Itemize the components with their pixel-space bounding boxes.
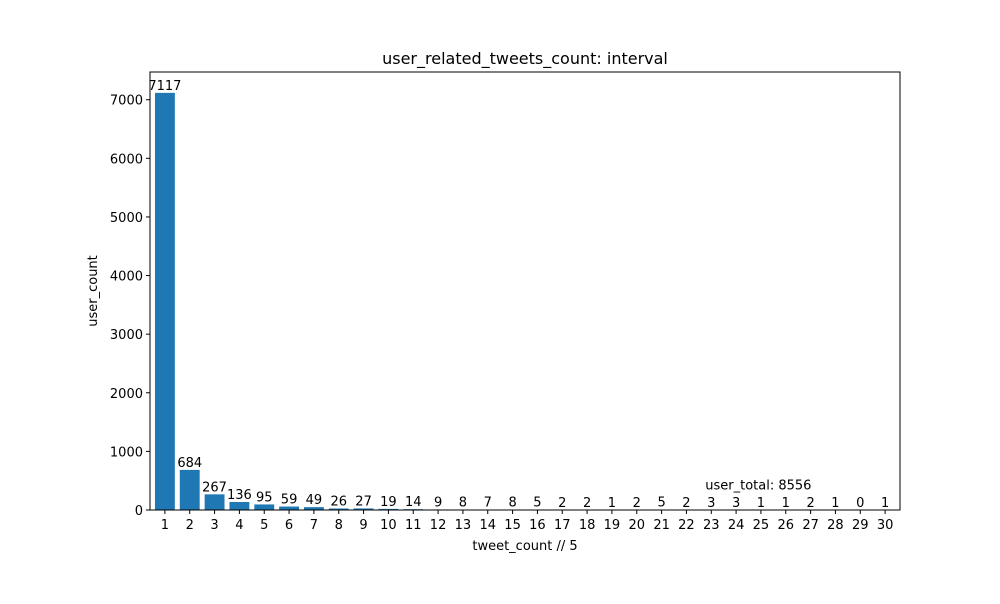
- x-tick-label: 14: [479, 518, 496, 533]
- data-label: 136: [227, 488, 252, 503]
- data-label: 8: [459, 496, 467, 511]
- y-tick-label: 1000: [110, 445, 143, 460]
- x-tick-label: 10: [380, 518, 397, 533]
- y-tick-label: 5000: [110, 211, 143, 226]
- x-tick-label: 15: [504, 518, 521, 533]
- x-tick-label: 25: [753, 518, 770, 533]
- x-axis-title: tweet_count // 5: [472, 539, 577, 554]
- y-tick-label: 3000: [110, 328, 143, 343]
- data-label: 3: [707, 496, 715, 511]
- x-tick-label: 26: [777, 518, 794, 533]
- data-label: 684: [177, 456, 202, 471]
- x-tick-label: 24: [728, 518, 745, 533]
- data-label: 26: [330, 494, 347, 509]
- data-label: 2: [806, 496, 814, 511]
- y-tick-label: 7000: [110, 94, 143, 109]
- x-tick-label: 29: [852, 518, 869, 533]
- x-tick-label: 19: [604, 518, 621, 533]
- y-tick-label: 2000: [110, 387, 143, 402]
- bar: [205, 494, 225, 510]
- data-label: 1: [881, 496, 889, 511]
- data-label: 1: [608, 496, 616, 511]
- x-tick-label: 20: [628, 518, 645, 533]
- data-label: 1: [831, 496, 839, 511]
- data-label: 267: [202, 480, 227, 495]
- x-tick-label: 3: [210, 518, 218, 533]
- x-tick-label: 7: [310, 518, 318, 533]
- bar: [155, 93, 175, 510]
- x-tick-label: 11: [405, 518, 422, 533]
- data-label: 2: [682, 496, 690, 511]
- x-tick-label: 2: [186, 518, 194, 533]
- y-tick-label: 0: [135, 504, 143, 519]
- data-label: 1: [782, 496, 790, 511]
- x-tick-label: 9: [359, 518, 367, 533]
- data-label: 5: [533, 496, 541, 511]
- y-tick-label: 4000: [110, 270, 143, 285]
- data-label: 7: [484, 496, 492, 511]
- data-label: 1: [757, 496, 765, 511]
- bar: [180, 470, 200, 510]
- x-tick-label: 16: [529, 518, 546, 533]
- data-label: 14: [405, 495, 422, 510]
- x-tick-label: 22: [678, 518, 695, 533]
- data-label: 2: [558, 496, 566, 511]
- y-tick-label: 6000: [110, 152, 143, 167]
- x-tick-label: 21: [653, 518, 670, 533]
- plot-area-frame: [150, 72, 900, 510]
- x-tick-label: 8: [335, 518, 343, 533]
- x-tick-label: 30: [877, 518, 894, 533]
- data-label: 49: [306, 493, 323, 508]
- data-label: 3: [732, 496, 740, 511]
- user-total-annotation: user_total: 8556: [705, 478, 811, 493]
- data-label: 5: [657, 496, 665, 511]
- x-tick-label: 18: [579, 518, 596, 533]
- x-tick-label: 23: [703, 518, 720, 533]
- data-label: 8: [508, 496, 516, 511]
- x-tick-label: 13: [455, 518, 472, 533]
- y-axis-title: user_count: [86, 255, 101, 327]
- data-label: 0: [856, 496, 864, 511]
- data-label: 2: [583, 496, 591, 511]
- data-label: 9: [434, 495, 442, 510]
- data-label: 7117: [148, 79, 181, 94]
- x-tick-label: 12: [430, 518, 447, 533]
- bars-group: [155, 93, 895, 510]
- x-tick-label: 27: [802, 518, 819, 533]
- data-label: 95: [256, 490, 273, 505]
- y-axis: 0 1000 2000 3000 4000 5000 6000 7000: [110, 94, 150, 519]
- data-label: 27: [355, 494, 372, 509]
- x-tick-label: 5: [260, 518, 268, 533]
- x-tick-label: 4: [235, 518, 243, 533]
- x-tick-label: 1: [161, 518, 169, 533]
- bar: [229, 502, 249, 510]
- data-label: 19: [380, 495, 397, 510]
- x-tick-label: 6: [285, 518, 293, 533]
- chart-title: user_related_tweets_count: interval: [382, 49, 668, 69]
- data-label: 59: [281, 493, 298, 508]
- data-label: 2: [633, 496, 641, 511]
- x-tick-label: 28: [827, 518, 844, 533]
- x-tick-label: 17: [554, 518, 571, 533]
